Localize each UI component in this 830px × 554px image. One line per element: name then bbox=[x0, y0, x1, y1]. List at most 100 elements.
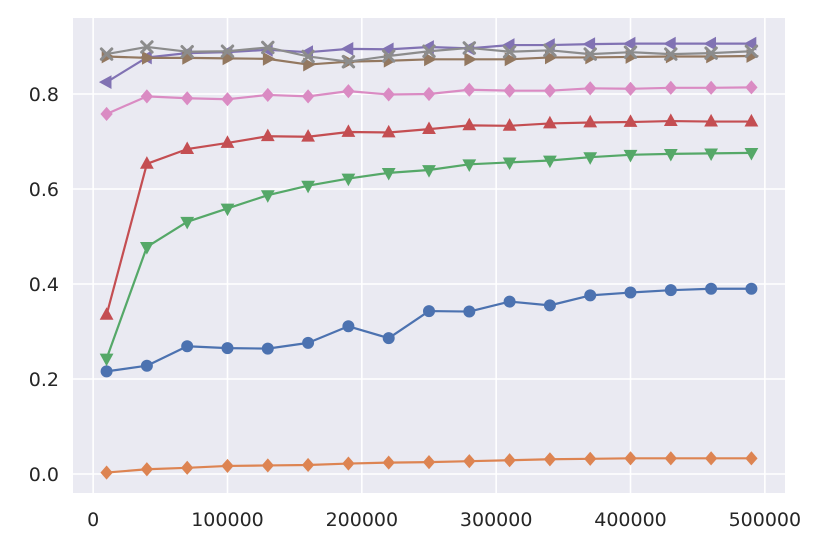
data-point bbox=[744, 113, 759, 127]
data-point bbox=[704, 451, 718, 466]
data-point bbox=[583, 47, 597, 61]
data-point bbox=[180, 141, 195, 154]
series-7 bbox=[100, 80, 758, 122]
data-point bbox=[623, 45, 638, 59]
data-point bbox=[140, 89, 154, 104]
x-tick-label: 500000 bbox=[729, 509, 802, 531]
data-point bbox=[341, 54, 356, 69]
x-tick-label: 300000 bbox=[460, 509, 533, 531]
y-tick-label: 0.0 bbox=[29, 464, 59, 486]
data-point bbox=[99, 307, 114, 320]
data-point bbox=[98, 75, 112, 90]
data-point bbox=[704, 113, 719, 127]
data-point bbox=[543, 452, 557, 467]
data-point bbox=[502, 45, 517, 59]
data-point bbox=[664, 47, 678, 61]
data-point bbox=[624, 81, 637, 96]
data-point bbox=[340, 41, 354, 56]
data-point bbox=[745, 282, 758, 295]
data-point bbox=[623, 149, 638, 163]
data-point bbox=[341, 173, 356, 187]
data-point bbox=[743, 36, 757, 51]
data-point bbox=[503, 453, 516, 468]
data-point bbox=[584, 289, 597, 302]
data-point bbox=[262, 51, 276, 66]
data-point bbox=[463, 82, 476, 97]
data-point bbox=[745, 80, 758, 95]
data-point bbox=[422, 455, 436, 470]
data-point bbox=[382, 455, 395, 470]
data-point bbox=[704, 80, 718, 95]
data-point bbox=[463, 305, 476, 318]
data-point bbox=[462, 159, 477, 172]
data-point bbox=[301, 89, 315, 104]
data-point bbox=[181, 91, 194, 106]
data-point bbox=[301, 180, 315, 194]
data-point bbox=[543, 115, 557, 129]
data-point bbox=[704, 46, 718, 60]
data-point bbox=[664, 80, 677, 95]
data-point bbox=[422, 165, 436, 178]
data-point bbox=[261, 40, 275, 55]
data-point bbox=[663, 148, 678, 162]
series-2 bbox=[100, 451, 758, 480]
data-point bbox=[543, 83, 557, 98]
data-point bbox=[543, 43, 557, 58]
data-point bbox=[423, 305, 435, 318]
data-point bbox=[341, 124, 356, 137]
data-point bbox=[100, 465, 113, 480]
data-point bbox=[220, 44, 235, 58]
data-point bbox=[664, 451, 677, 466]
data-point bbox=[261, 458, 274, 473]
data-point bbox=[583, 114, 598, 128]
data-point bbox=[744, 44, 759, 58]
data-point bbox=[180, 216, 195, 230]
data-point bbox=[301, 49, 315, 64]
data-point bbox=[139, 242, 154, 255]
data-point bbox=[260, 190, 275, 203]
data-point bbox=[703, 36, 717, 51]
x-tick-label: 100000 bbox=[191, 509, 264, 531]
data-point bbox=[181, 460, 194, 475]
data-point bbox=[584, 451, 597, 466]
y-tick-label: 0.8 bbox=[29, 84, 59, 106]
series-1 bbox=[100, 282, 758, 378]
data-point bbox=[503, 83, 516, 98]
y-tick-label: 0.4 bbox=[29, 274, 59, 296]
data-point bbox=[543, 155, 557, 169]
data-point bbox=[100, 106, 113, 122]
data-point bbox=[141, 51, 155, 65]
series-3 bbox=[99, 148, 759, 367]
data-point bbox=[301, 129, 315, 142]
data-point bbox=[424, 52, 437, 67]
series-layer bbox=[98, 36, 760, 480]
data-point bbox=[545, 50, 558, 65]
x-tick-label: 200000 bbox=[326, 509, 399, 531]
series-8 bbox=[99, 40, 759, 69]
data-point bbox=[463, 454, 476, 469]
data-point bbox=[221, 458, 234, 474]
data-point bbox=[180, 45, 194, 59]
data-point bbox=[663, 113, 678, 126]
x-axis-ticks: 0 100000 200000 300000 400000 500000 bbox=[87, 509, 801, 531]
data-point bbox=[663, 36, 676, 51]
data-point bbox=[583, 152, 598, 165]
x-tick-label: 0 bbox=[87, 509, 99, 531]
data-point bbox=[342, 320, 355, 333]
data-point bbox=[100, 365, 113, 378]
x-tick-label: 400000 bbox=[594, 509, 667, 531]
data-point bbox=[705, 282, 718, 295]
data-point bbox=[139, 156, 154, 169]
data-point bbox=[422, 44, 436, 58]
data-point bbox=[382, 332, 395, 345]
data-point bbox=[381, 49, 396, 63]
data-point bbox=[704, 148, 719, 162]
data-point bbox=[664, 284, 677, 297]
data-point bbox=[222, 51, 236, 66]
data-point bbox=[584, 81, 597, 96]
data-point bbox=[624, 286, 637, 299]
data-point bbox=[342, 456, 355, 471]
data-point bbox=[220, 135, 235, 148]
data-point bbox=[221, 342, 234, 355]
